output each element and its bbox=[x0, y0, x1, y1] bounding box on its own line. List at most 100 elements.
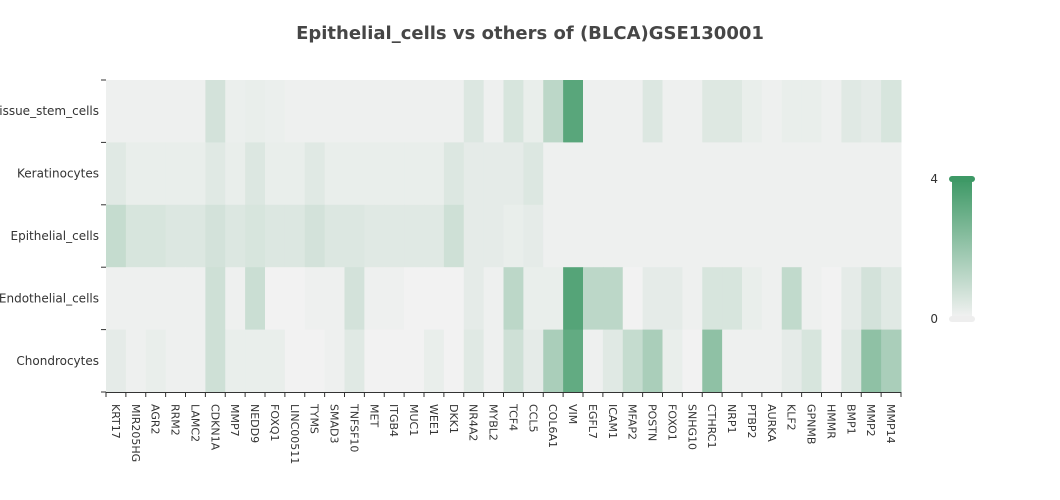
heatmap-cell[interactable] bbox=[106, 329, 127, 393]
heatmap-cell[interactable] bbox=[742, 204, 763, 268]
heatmap-cell[interactable] bbox=[205, 80, 226, 143]
heatmap-cell[interactable] bbox=[503, 267, 524, 331]
heatmap-cell[interactable] bbox=[145, 142, 167, 206]
heatmap-cell[interactable] bbox=[781, 329, 803, 393]
heatmap-cell[interactable] bbox=[682, 329, 703, 393]
heatmap-cell[interactable] bbox=[702, 329, 723, 393]
heatmap-cell[interactable] bbox=[622, 267, 644, 331]
heatmap-cell[interactable] bbox=[483, 204, 505, 268]
heatmap-cell[interactable] bbox=[722, 204, 743, 268]
heatmap-cell[interactable] bbox=[861, 80, 882, 143]
heatmap-cell[interactable] bbox=[364, 329, 385, 393]
heatmap-cell[interactable] bbox=[384, 204, 405, 268]
heatmap-cell[interactable] bbox=[225, 329, 246, 393]
visual-map[interactable]: 4 0 bbox=[930, 172, 975, 326]
heatmap-cell[interactable] bbox=[284, 142, 306, 206]
heatmap-cell[interactable] bbox=[523, 142, 544, 206]
heatmap-cell[interactable] bbox=[304, 204, 326, 268]
heatmap-cell[interactable] bbox=[424, 329, 445, 393]
heatmap-cell[interactable] bbox=[443, 267, 465, 331]
heatmap-cell[interactable] bbox=[821, 267, 842, 331]
heatmap-cell[interactable] bbox=[324, 80, 346, 143]
heatmap-cell[interactable] bbox=[463, 267, 485, 331]
heatmap-cell[interactable] bbox=[165, 142, 187, 206]
heatmap-cell[interactable] bbox=[543, 267, 564, 331]
heatmap-cell[interactable] bbox=[702, 204, 723, 268]
heatmap-cell[interactable] bbox=[682, 142, 703, 206]
heatmap-cell[interactable] bbox=[205, 204, 226, 268]
heatmap-cell[interactable] bbox=[304, 267, 326, 331]
heatmap-cell[interactable] bbox=[245, 80, 266, 143]
heatmap-cell[interactable] bbox=[801, 267, 823, 331]
heatmap-cell[interactable] bbox=[682, 267, 703, 331]
heatmap-cell[interactable] bbox=[861, 142, 882, 206]
heatmap-cell[interactable] bbox=[265, 204, 286, 268]
heatmap-cell[interactable] bbox=[503, 329, 524, 393]
heatmap-cell[interactable] bbox=[821, 329, 842, 393]
heatmap-cell[interactable] bbox=[761, 142, 783, 206]
heatmap-cell[interactable] bbox=[742, 267, 763, 331]
heatmap-cell[interactable] bbox=[543, 80, 564, 143]
heatmap-cell[interactable] bbox=[125, 329, 147, 393]
heatmap-cell[interactable] bbox=[583, 267, 604, 331]
heatmap-cell[interactable] bbox=[324, 142, 346, 206]
heatmap-cell[interactable] bbox=[602, 329, 624, 393]
heatmap-cell[interactable] bbox=[106, 80, 127, 143]
heatmap-cell[interactable] bbox=[583, 204, 604, 268]
heatmap-cell[interactable] bbox=[284, 204, 306, 268]
heatmap-cell[interactable] bbox=[424, 204, 445, 268]
heatmap-cell[interactable] bbox=[881, 204, 902, 268]
heatmap-cell[interactable] bbox=[761, 80, 783, 143]
heatmap-cell[interactable] bbox=[801, 80, 823, 143]
heatmap-cell[interactable] bbox=[344, 204, 365, 268]
heatmap-cell[interactable] bbox=[642, 204, 664, 268]
heatmap-cell[interactable] bbox=[404, 329, 425, 393]
heatmap-cell[interactable] bbox=[344, 329, 365, 393]
heatmap-cell[interactable] bbox=[761, 204, 783, 268]
heatmap-cell[interactable] bbox=[563, 80, 584, 143]
heatmap-cell[interactable] bbox=[304, 142, 326, 206]
heatmap-cell[interactable] bbox=[225, 204, 246, 268]
heatmap-cell[interactable] bbox=[722, 142, 743, 206]
heatmap-cell[interactable] bbox=[801, 142, 823, 206]
heatmap-cell[interactable] bbox=[424, 80, 445, 143]
heatmap-cell[interactable] bbox=[225, 80, 246, 143]
heatmap-cell[interactable] bbox=[245, 142, 266, 206]
heatmap-cell[interactable] bbox=[145, 204, 167, 268]
heatmap-cell[interactable] bbox=[881, 80, 902, 143]
heatmap-cell[interactable] bbox=[245, 267, 266, 331]
heatmap-cell[interactable] bbox=[364, 267, 385, 331]
heatmap-cell[interactable] bbox=[583, 80, 604, 143]
heatmap-cell[interactable] bbox=[384, 142, 405, 206]
heatmap-cell[interactable] bbox=[543, 142, 564, 206]
heatmap-cell[interactable] bbox=[384, 80, 405, 143]
heatmap-cell[interactable] bbox=[622, 204, 644, 268]
heatmap-cell[interactable] bbox=[245, 204, 266, 268]
heatmap-cell[interactable] bbox=[106, 142, 127, 206]
heatmap-cell[interactable] bbox=[483, 80, 505, 143]
heatmap-cell[interactable] bbox=[801, 204, 823, 268]
heatmap-cell[interactable] bbox=[523, 80, 544, 143]
heatmap-cell[interactable] bbox=[563, 267, 584, 331]
heatmap-cell[interactable] bbox=[503, 80, 524, 143]
heatmap-cell[interactable] bbox=[503, 204, 524, 268]
heatmap-cell[interactable] bbox=[364, 204, 385, 268]
heatmap-cell[interactable] bbox=[344, 267, 365, 331]
heatmap-cell[interactable] bbox=[145, 80, 167, 143]
heatmap-cell[interactable] bbox=[761, 329, 783, 393]
heatmap-cell[interactable] bbox=[662, 80, 683, 143]
heatmap-cell[interactable] bbox=[702, 142, 723, 206]
heatmap-cell[interactable] bbox=[165, 204, 187, 268]
visual-map-handle-top[interactable] bbox=[949, 176, 975, 182]
heatmap-cell[interactable] bbox=[185, 329, 206, 393]
heatmap-cell[interactable] bbox=[523, 204, 544, 268]
heatmap-cell[interactable] bbox=[861, 329, 882, 393]
heatmap-cell[interactable] bbox=[543, 329, 564, 393]
heatmap-cell[interactable] bbox=[662, 267, 683, 331]
heatmap-cell[interactable] bbox=[463, 80, 485, 143]
heatmap-cell[interactable] bbox=[841, 329, 862, 393]
heatmap-cell[interactable] bbox=[742, 329, 763, 393]
heatmap-cell[interactable] bbox=[284, 80, 306, 143]
heatmap-cell[interactable] bbox=[205, 142, 226, 206]
heatmap-cell[interactable] bbox=[185, 267, 206, 331]
